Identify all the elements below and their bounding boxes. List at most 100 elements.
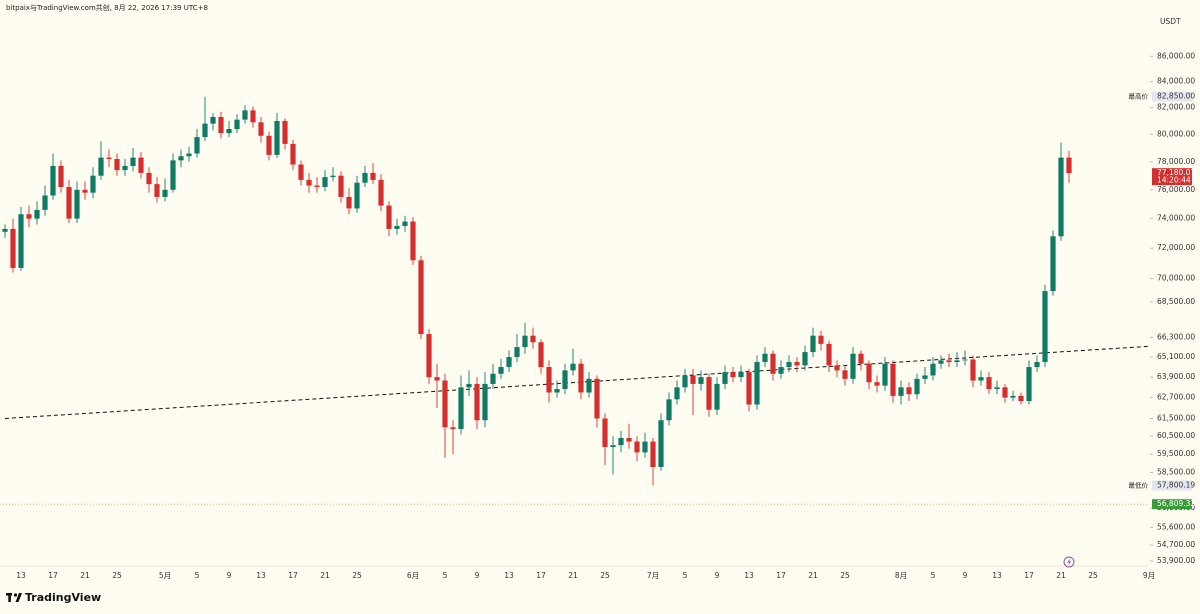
candle-body [474,383,480,421]
candle-body [874,382,880,386]
candle-body [890,363,896,396]
x-tick-label: 9 [715,571,720,580]
candle-body [442,380,448,428]
candle-body [850,353,856,379]
trendline [4,345,1150,419]
candle-body [122,165,128,171]
candle-body [1050,236,1056,292]
x-tick-label: 25 [1088,571,1098,580]
x-tick-label: 25 [600,571,610,580]
candle-body [434,377,440,381]
candle-body [978,377,984,381]
x-tick-label: 21 [808,571,818,580]
brand-logo: TradingView [6,591,101,604]
lightning-icon [1063,556,1075,568]
x-tick-label: 13 [744,571,754,580]
y-tick-label: 54,700.00 [1157,540,1195,549]
candle-body [146,172,152,185]
candle-body [466,383,472,388]
candle-body [170,160,176,190]
candle-body [546,367,552,393]
candle-body [506,357,512,368]
candle-body [946,360,952,363]
x-tick-label: 9月 [1143,571,1155,580]
candle-body [522,335,528,348]
candle-body [858,353,864,364]
candle-body [626,437,632,442]
candle-body [106,157,112,159]
candle-body [834,365,840,371]
candle-body [266,135,272,155]
y-tick-label: 76,000.00 [1157,185,1195,194]
candle-body [866,363,872,383]
x-tick-label: 5 [443,571,448,580]
candle-body [842,370,848,379]
candle-body [778,367,784,374]
x-tick-label: 13 [16,571,26,580]
candle-body [1066,157,1072,174]
candle-body [754,362,760,405]
candle-body [410,221,416,261]
x-tick-label: 6月 [407,571,419,580]
candle-body [642,441,648,453]
marker-value: 82,850.00 [1157,92,1195,101]
candle-body [786,362,792,368]
candle-body [898,387,904,396]
logo-part [8,593,11,602]
candle-body [226,129,232,134]
candle-body [562,370,568,390]
price-line-box [1152,499,1192,510]
candle-body [490,373,496,384]
candle-body [450,427,456,430]
x-tick-label: 25 [352,571,362,580]
candle-body [634,441,640,453]
y-tick-label: 53,900.00 [1157,556,1195,565]
candle-body [1018,395,1024,402]
candle-body [458,387,464,430]
y-tick-label: 65,100.00 [1157,352,1195,361]
candle-body [538,342,544,368]
candle-body [242,110,248,120]
candle-body [250,110,256,123]
logo-part [15,593,22,602]
candle-body [530,335,536,343]
x-tick-label: 25 [840,571,850,580]
candle-body [1026,367,1032,402]
y-tick-label: 84,000.00 [1157,77,1195,86]
candle-body [42,195,48,210]
icon-circle [1063,556,1075,568]
candle-body [314,185,320,187]
candle-body [674,387,680,400]
candle-body [802,352,808,366]
x-tick-label: 13 [256,571,266,580]
candle-body [570,363,576,371]
candle-body [178,156,184,161]
candle-body [362,172,368,183]
candle-body [714,383,720,410]
brand: TradingView [25,591,101,604]
candle-body [298,164,304,180]
candle-body [282,120,288,144]
x-tick-label: 25 [112,571,122,580]
price-line-label: 56,809.32 [1157,499,1195,508]
candle-body [730,372,736,378]
x-tick-label: 21 [1056,571,1066,580]
x-tick-label: 21 [80,571,90,580]
x-tick-label: 5 [931,571,936,580]
x-tick-label: 9 [227,571,232,580]
candle-body [290,143,296,165]
x-tick-label: 17 [48,571,58,580]
candle-body [762,353,768,363]
x-tick-label: 5 [683,571,688,580]
candle-body [594,378,600,419]
y-tick-label: 58,500.00 [1157,468,1195,477]
candle-body [186,153,192,157]
last-price-label: 77,180.07 [1157,168,1195,177]
candle-body [258,122,264,136]
candle-body [810,335,816,353]
last-price-box [1152,168,1192,186]
candle-body [66,186,72,219]
candle-body [706,377,712,410]
